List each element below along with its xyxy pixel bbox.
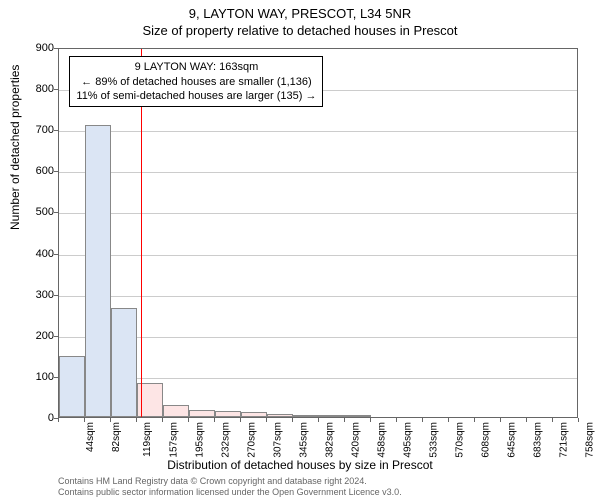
y-tick-label: 900	[24, 42, 54, 54]
y-tick-mark	[54, 48, 58, 49]
gridline	[59, 255, 577, 256]
y-tick-label: 300	[24, 289, 54, 301]
x-tick-label: 683sqm	[533, 422, 544, 458]
x-tick-label: 82sqm	[111, 422, 122, 452]
annotation-line: 9 LAYTON WAY: 163sqm	[76, 60, 316, 74]
footer-line2: Contains public sector information licen…	[58, 487, 402, 498]
x-tick-mark	[110, 418, 111, 422]
x-tick-mark	[396, 418, 397, 422]
x-tick-mark	[162, 418, 163, 422]
x-tick-mark	[448, 418, 449, 422]
x-tick-label: 645sqm	[507, 422, 518, 458]
histogram-bar	[241, 412, 267, 417]
y-tick-label: 600	[24, 165, 54, 177]
y-tick-label: 700	[24, 124, 54, 136]
x-tick-label: 570sqm	[455, 422, 466, 458]
x-tick-label: 157sqm	[169, 422, 180, 458]
histogram-bar	[163, 405, 189, 417]
x-tick-mark	[422, 418, 423, 422]
x-tick-label: 345sqm	[299, 422, 310, 458]
x-tick-label: 382sqm	[325, 422, 336, 458]
page-title-line2: Size of property relative to detached ho…	[0, 21, 600, 38]
x-tick-mark	[474, 418, 475, 422]
x-tick-label: 270sqm	[247, 422, 258, 458]
x-tick-mark	[552, 418, 553, 422]
x-tick-mark	[266, 418, 267, 422]
y-tick-label: 0	[24, 412, 54, 424]
x-tick-label: 307sqm	[273, 422, 284, 458]
histogram-bar	[215, 411, 241, 417]
histogram-bar	[345, 415, 371, 417]
x-tick-mark	[318, 418, 319, 422]
y-tick-mark	[54, 171, 58, 172]
footer-line1: Contains HM Land Registry data © Crown c…	[58, 476, 402, 487]
annotation-box: 9 LAYTON WAY: 163sqm← 89% of detached ho…	[69, 56, 323, 107]
y-tick-mark	[54, 295, 58, 296]
y-tick-label: 400	[24, 248, 54, 260]
histogram-bar	[85, 125, 111, 417]
y-tick-mark	[54, 130, 58, 131]
x-tick-label: 721sqm	[559, 422, 570, 458]
x-tick-label: 758sqm	[585, 422, 596, 458]
histogram-bar	[267, 414, 293, 417]
x-tick-label: 232sqm	[221, 422, 232, 458]
y-tick-label: 500	[24, 206, 54, 218]
gridline	[59, 131, 577, 132]
x-tick-mark	[136, 418, 137, 422]
x-tick-label: 458sqm	[377, 422, 388, 458]
x-tick-mark	[240, 418, 241, 422]
histogram-bar	[111, 308, 137, 417]
x-tick-label: 495sqm	[403, 422, 414, 458]
histogram-bar	[189, 410, 215, 417]
x-tick-mark	[578, 418, 579, 422]
x-tick-mark	[84, 418, 85, 422]
y-tick-label: 800	[24, 83, 54, 95]
x-tick-mark	[370, 418, 371, 422]
y-tick-mark	[54, 89, 58, 90]
page-title-line1: 9, LAYTON WAY, PRESCOT, L34 5NR	[0, 0, 600, 21]
x-tick-mark	[214, 418, 215, 422]
y-tick-label: 100	[24, 371, 54, 383]
x-tick-label: 533sqm	[429, 422, 440, 458]
x-tick-mark	[500, 418, 501, 422]
x-tick-label: 119sqm	[142, 422, 153, 457]
annotation-line: ← 89% of detached houses are smaller (1,…	[76, 75, 316, 89]
gridline	[59, 172, 577, 173]
y-tick-mark	[54, 212, 58, 213]
x-tick-mark	[344, 418, 345, 422]
x-axis-label: Distribution of detached houses by size …	[0, 458, 600, 472]
x-tick-mark	[188, 418, 189, 422]
x-tick-label: 44sqm	[85, 422, 96, 452]
histogram-bar	[319, 415, 345, 417]
y-axis-label: Number of detached properties	[8, 65, 22, 230]
x-tick-label: 608sqm	[481, 422, 492, 458]
y-tick-label: 200	[24, 330, 54, 342]
x-tick-mark	[526, 418, 527, 422]
x-tick-label: 420sqm	[351, 422, 362, 458]
histogram-bar	[293, 415, 319, 417]
histogram-chart: 9 LAYTON WAY: 163sqm← 89% of detached ho…	[58, 48, 578, 418]
x-tick-mark	[292, 418, 293, 422]
gridline	[59, 296, 577, 297]
footer-attribution: Contains HM Land Registry data © Crown c…	[58, 476, 402, 498]
annotation-line: 11% of semi-detached houses are larger (…	[76, 89, 316, 103]
x-tick-mark	[58, 418, 59, 422]
y-tick-mark	[54, 254, 58, 255]
y-tick-mark	[54, 377, 58, 378]
x-tick-label: 195sqm	[195, 422, 206, 458]
gridline	[59, 213, 577, 214]
histogram-bar	[59, 356, 85, 417]
y-tick-mark	[54, 336, 58, 337]
